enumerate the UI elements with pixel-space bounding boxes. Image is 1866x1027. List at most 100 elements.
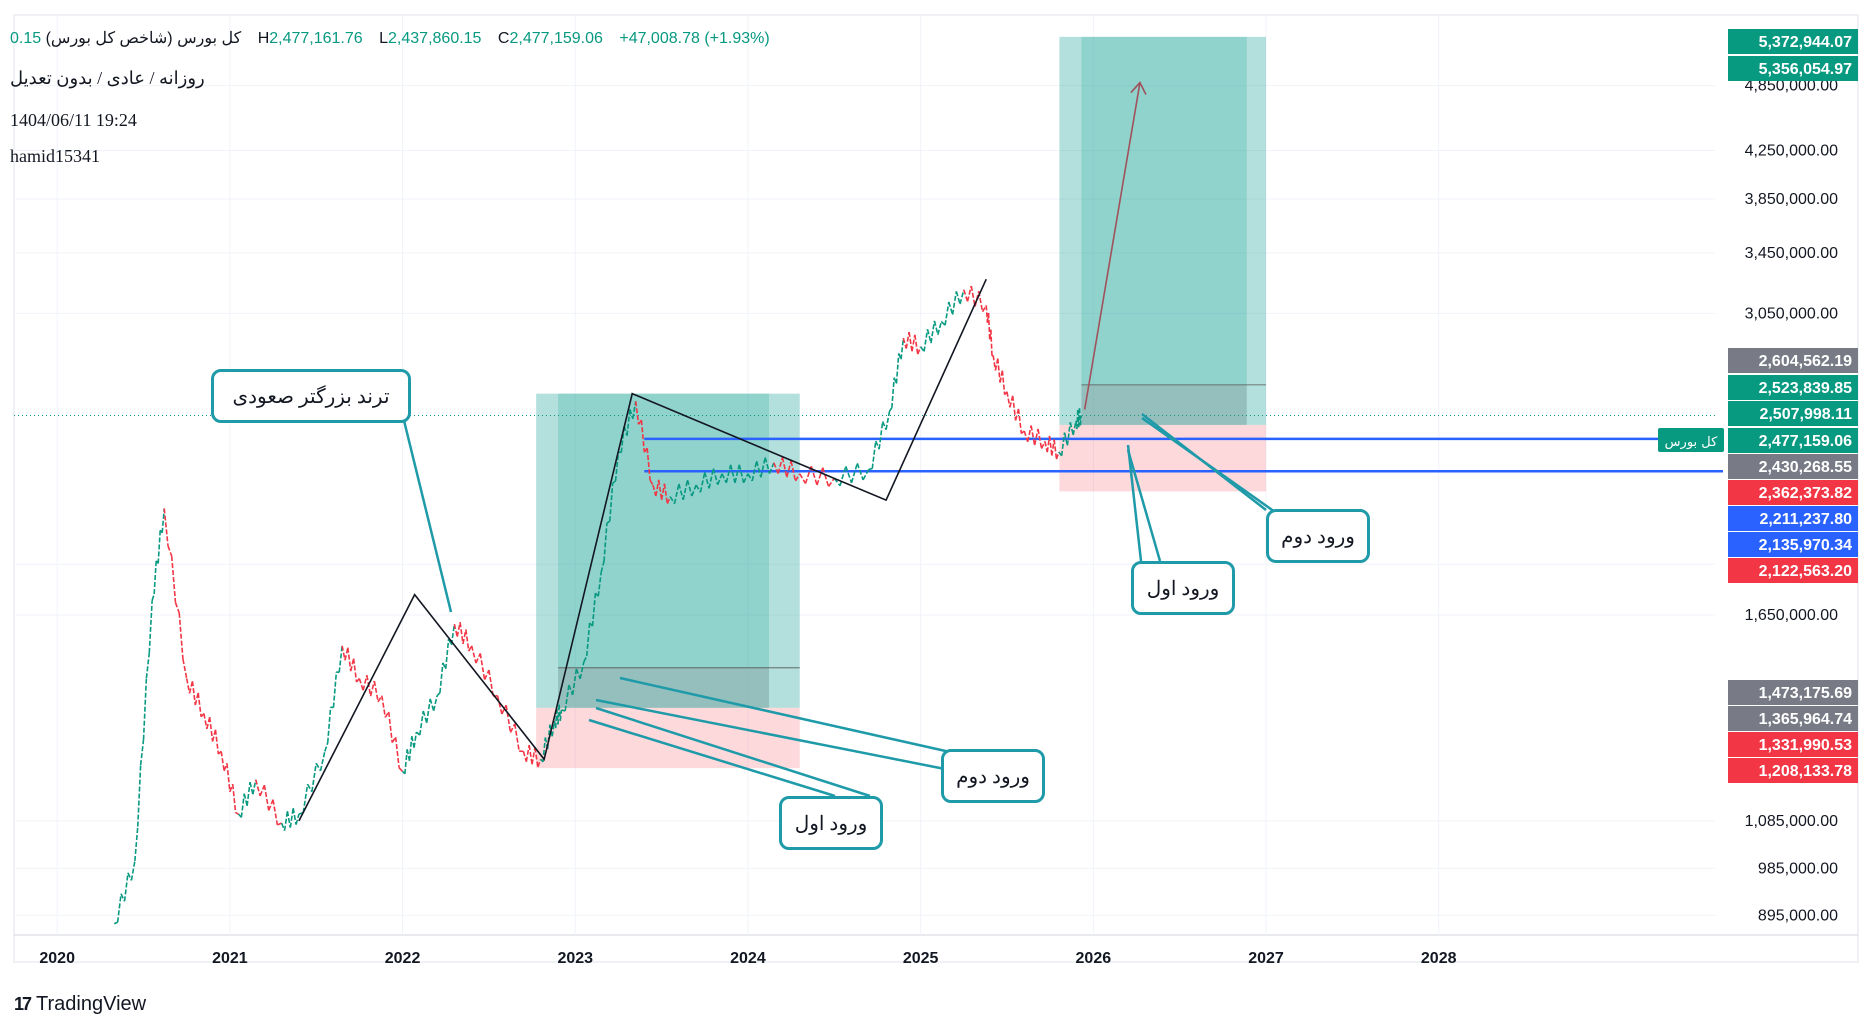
price-segment	[996, 358, 1001, 383]
price-segment	[742, 473, 749, 484]
price-segment	[525, 744, 530, 762]
price-segment	[558, 704, 562, 721]
ohlc-bar: کل بورس (شاخص کل بورس) 0.15 H2,477,161.7…	[10, 28, 770, 48]
price-segment	[963, 289, 969, 302]
price-segment	[822, 467, 830, 487]
price-segment	[1023, 430, 1029, 443]
price-segment	[923, 329, 929, 352]
x-tick-label: 2024	[730, 950, 766, 967]
price-segment	[1079, 415, 1083, 426]
price-segment	[447, 638, 453, 646]
symbol-tag-label: کل بورس	[1665, 435, 1718, 450]
trend-zigzag	[298, 278, 987, 822]
price-segment	[649, 479, 654, 486]
price-segment	[462, 629, 467, 645]
price-segment	[1051, 439, 1055, 456]
ohlc-low-key: L	[379, 30, 389, 47]
callout-pointer	[595, 706, 871, 798]
price-segment	[898, 353, 902, 360]
price-segment	[404, 749, 408, 774]
price-segment	[332, 671, 338, 708]
callout-first-entry[interactable]: ورود اول	[779, 796, 883, 850]
price-segment	[799, 473, 807, 484]
price-segment	[868, 467, 873, 471]
price-segment	[862, 468, 870, 481]
price-segment	[914, 334, 919, 355]
price-segment	[600, 561, 605, 573]
price-segment	[163, 508, 169, 546]
price-badge	[1728, 732, 1858, 757]
price-segment	[197, 692, 202, 717]
price-segment	[1069, 422, 1074, 436]
price-segment	[760, 457, 766, 478]
price-segment	[970, 285, 976, 307]
price-segment	[905, 331, 910, 349]
price-badge	[1728, 401, 1858, 426]
price-segment	[990, 329, 993, 357]
price-badge-label: 2,523,839.85	[1759, 380, 1853, 397]
price-segment	[231, 784, 237, 813]
price-segment	[786, 460, 792, 478]
loss-zone	[536, 707, 800, 769]
price-segment	[116, 893, 122, 923]
price-badge	[1728, 532, 1858, 557]
callout-second-entry-2[interactable]: ورود دوم	[1266, 509, 1370, 563]
projection-arrow	[1083, 82, 1141, 410]
price-segment	[751, 460, 758, 482]
price-segment	[575, 668, 581, 680]
price-segment	[911, 334, 916, 352]
price-badge	[1728, 680, 1858, 705]
price-segment	[142, 678, 148, 740]
price-segment	[223, 763, 228, 772]
price-segment	[660, 483, 666, 500]
price-segment	[1072, 420, 1077, 436]
price-segment	[240, 793, 246, 818]
price-segment	[319, 751, 326, 772]
loss-zone	[1059, 424, 1267, 492]
price-segment	[764, 457, 771, 474]
price-segment	[139, 739, 145, 766]
price-segment	[827, 477, 835, 487]
price-segment	[895, 353, 900, 384]
price-segment	[358, 678, 364, 691]
price-segment	[959, 289, 965, 305]
price-segment	[568, 684, 574, 696]
y-tick-label: 3,850,000.00	[1745, 191, 1839, 208]
price-badge	[1728, 348, 1858, 373]
price-segment	[845, 466, 853, 484]
price-segment	[682, 479, 689, 501]
price-segment	[191, 681, 197, 706]
price-badge-label: 2,604,562.19	[1759, 353, 1853, 370]
price-badge-label: 2,362,373.82	[1759, 485, 1853, 502]
price-segment	[145, 652, 151, 679]
price-badge-label: 5,372,944.07	[1759, 34, 1853, 51]
price-segment	[564, 684, 570, 712]
tradingview-logo[interactable]: 17 TradingView	[14, 993, 146, 1016]
price-segment	[738, 464, 745, 483]
tradingview-icon: 17	[14, 994, 32, 1014]
callout-pointer	[395, 391, 453, 613]
price-segment	[695, 484, 702, 493]
callout-second-entry[interactable]: ورود دوم	[941, 749, 1045, 803]
price-segment	[208, 717, 214, 742]
price-segment	[514, 723, 520, 752]
price-segment	[655, 479, 660, 497]
price-segment	[1060, 432, 1066, 456]
price-segment	[286, 811, 292, 828]
price-badge	[1728, 428, 1858, 453]
ohlc-change: +47,008.78 (+1.93%)	[619, 30, 770, 47]
price-segment	[422, 710, 428, 724]
price-segment	[226, 763, 231, 792]
price-segment	[777, 457, 784, 474]
callout-trend[interactable]: ترند بزرگتر صعودی	[211, 369, 411, 423]
price-segment	[669, 496, 676, 505]
price-segment	[608, 483, 614, 522]
price-segment	[315, 762, 322, 772]
price-segment	[1055, 451, 1060, 460]
price-segment	[646, 448, 651, 481]
price-segment	[468, 645, 473, 652]
callout-first-entry-2[interactable]: ورود اول	[1131, 561, 1235, 615]
price-segment	[1040, 441, 1046, 450]
price-badge	[1728, 29, 1858, 54]
